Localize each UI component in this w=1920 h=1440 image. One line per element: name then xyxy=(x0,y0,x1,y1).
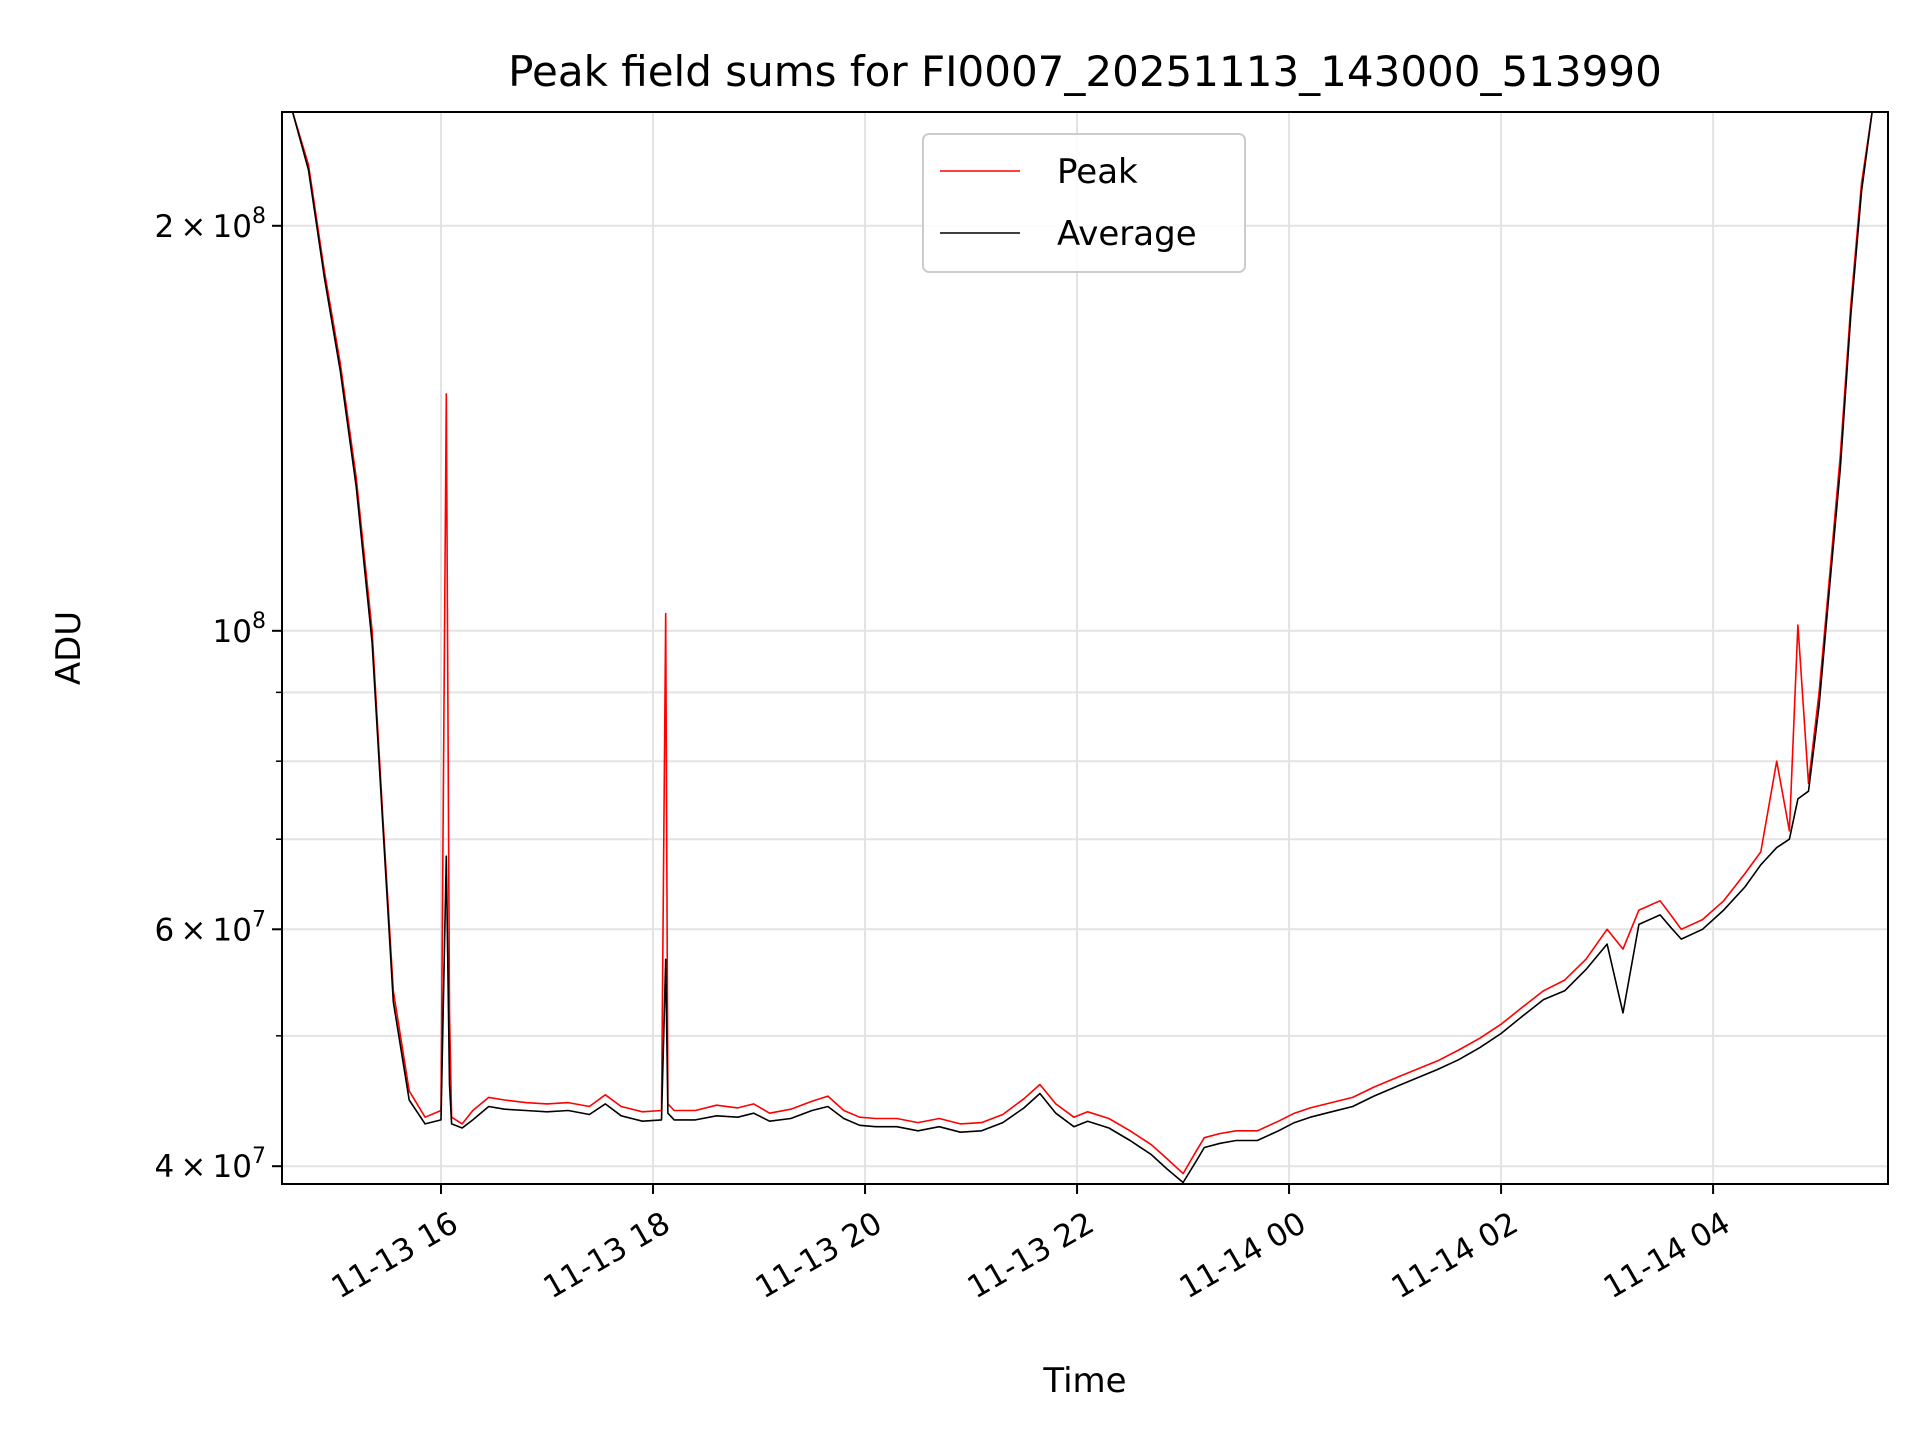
plot-frame xyxy=(281,111,1889,1185)
legend: Peak Average xyxy=(922,133,1246,273)
legend-peak-label: Peak xyxy=(1057,152,1138,192)
series-layer xyxy=(291,112,1883,1184)
series-line-average xyxy=(291,112,1883,1184)
y-tick-label: 108 xyxy=(213,609,266,650)
y-tick-label: 6 × 107 xyxy=(154,907,266,948)
chart-title: Peak field sums for FI0007_20251113_1430… xyxy=(508,47,1662,96)
y-tick-label: 4 × 107 xyxy=(154,1144,266,1185)
legend-average-label: Average xyxy=(1057,214,1197,254)
series-line-peak xyxy=(291,112,1883,1175)
y-tick-label: 2 × 108 xyxy=(154,204,266,245)
legend-box xyxy=(922,133,1246,273)
x-axis-label: Time xyxy=(1042,1361,1126,1401)
y-axis-label: ADU xyxy=(49,611,89,685)
